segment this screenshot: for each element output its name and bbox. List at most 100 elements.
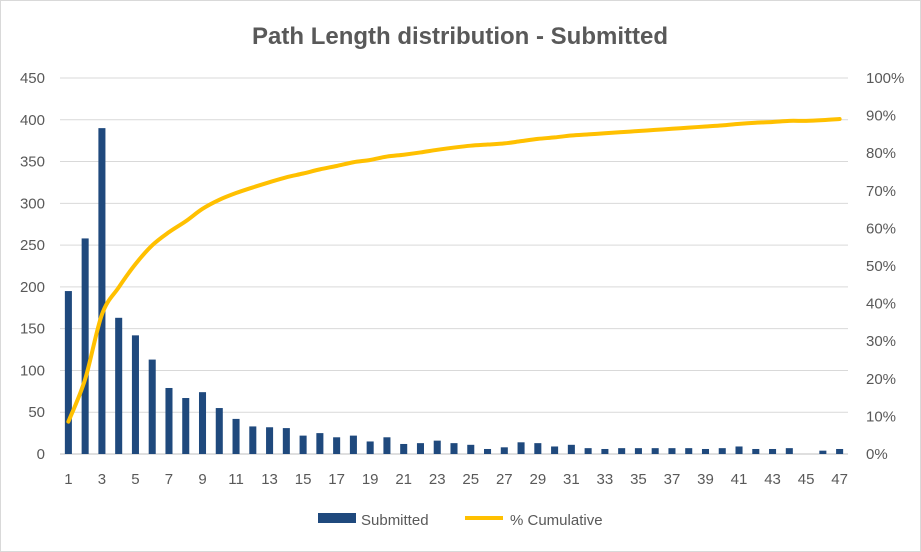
bar-42: [752, 448, 760, 454]
x-tick-label: 21: [395, 471, 412, 488]
y2-tick-label: 60%: [866, 220, 896, 237]
x-tick-label: 25: [462, 471, 479, 488]
bar-2: [81, 238, 89, 454]
bar-29: [534, 443, 542, 454]
y-tick-label: 250: [20, 237, 45, 254]
x-tick-label: 19: [362, 471, 379, 488]
x-tick-label: 37: [664, 471, 681, 488]
bar-30: [551, 446, 559, 454]
x-tick-label: 27: [496, 471, 513, 488]
bar-4: [115, 317, 123, 454]
x-tick-label: 7: [165, 471, 173, 488]
right-axis-ticks: 0% 10% 20% 30% 40% 50% 60% 70% 80% 90% 100%: [866, 70, 904, 463]
bar-10: [215, 408, 223, 454]
y2-tick-label: 10%: [866, 408, 896, 425]
bar-32: [584, 448, 592, 454]
x-tick-label: 23: [429, 471, 446, 488]
x-tick-label: 39: [697, 471, 714, 488]
bar-21: [400, 443, 408, 454]
cumulative-line: [66, 116, 842, 424]
legend: Submitted % Cumulative: [318, 512, 603, 529]
x-tick-label: 45: [798, 471, 815, 488]
x-tick-label: 11: [228, 471, 244, 488]
bar-47: [836, 448, 844, 454]
x-tick-label: 47: [831, 471, 848, 488]
left-axis-ticks: 0 50 100 150 200 250 300 350 400 450: [20, 70, 45, 463]
bar-25: [467, 444, 475, 454]
bar-13: [266, 427, 274, 454]
bar-43: [769, 448, 777, 454]
bar-37: [668, 448, 676, 454]
x-tick-label: 13: [261, 471, 278, 488]
bar-23: [433, 440, 441, 454]
bar-40: [718, 448, 726, 454]
y-tick-label: 50: [28, 404, 45, 421]
bar-9: [198, 392, 207, 454]
x-tick-label: 35: [630, 471, 647, 488]
x-tick-label: 9: [198, 471, 206, 488]
y2-tick-label: 80%: [866, 145, 896, 162]
bar-31: [567, 444, 575, 454]
x-tick-label: 43: [764, 471, 781, 488]
line-series-cumulative: [66, 116, 842, 424]
bar-7: [165, 387, 173, 454]
bar-22: [416, 443, 424, 454]
y-tick-label: 0: [37, 446, 45, 463]
bar-19: [366, 441, 374, 454]
chart-title: Path Length distribution - Submitted: [252, 23, 668, 50]
legend-label-cumulative: % Cumulative: [510, 512, 603, 529]
y2-tick-label: 0%: [866, 446, 888, 463]
bar-33: [601, 448, 609, 454]
bar-34: [618, 448, 626, 454]
bar-11: [232, 418, 240, 454]
bar-16: [316, 433, 324, 454]
x-tick-label: 3: [98, 471, 106, 488]
x-tick-label: 5: [131, 471, 139, 488]
y-tick-label: 300: [20, 195, 45, 212]
y-tick-label: 450: [20, 70, 45, 87]
bar-14: [282, 428, 290, 454]
bar-41: [735, 446, 743, 454]
y2-tick-label: 20%: [866, 371, 896, 388]
legend-label-submitted: Submitted: [361, 512, 429, 529]
bar-27: [500, 447, 508, 454]
y2-tick-label: 40%: [866, 296, 896, 313]
x-tick-label: 31: [563, 471, 580, 488]
bar-24: [450, 443, 458, 454]
bar-36: [651, 448, 659, 454]
bar-35: [634, 448, 642, 454]
bar-series-submitted: [64, 128, 844, 454]
bar-39: [701, 448, 710, 454]
x-tick-label: 29: [529, 471, 546, 488]
bar-38: [685, 448, 693, 454]
y2-tick-label: 30%: [866, 333, 896, 350]
y-tick-label: 100: [20, 362, 45, 379]
x-tick-label: 15: [295, 471, 312, 488]
legend-swatch-submitted: [318, 513, 356, 523]
bar-46: [819, 450, 827, 454]
bar-8: [182, 398, 190, 454]
bar-44: [785, 448, 793, 454]
x-tick-label: 41: [731, 471, 748, 488]
y-tick-label: 350: [20, 154, 45, 171]
x-tick-label: 33: [597, 471, 614, 488]
y2-tick-label: 100%: [866, 70, 904, 87]
bar-18: [349, 435, 357, 454]
gridlines: [60, 77, 848, 455]
bar-6: [148, 359, 156, 454]
x-tick-label: 1: [64, 471, 72, 488]
bar-17: [333, 437, 341, 454]
bar-3: [98, 128, 106, 454]
bar-5: [131, 335, 139, 454]
y2-tick-label: 70%: [866, 183, 896, 200]
bar-1: [64, 291, 72, 454]
bar-12: [249, 426, 257, 454]
bar-28: [517, 442, 525, 454]
x-axis-ticks: 1 3 5 7 9 11 13 15 17 19 21 23 25 27 29 31 33 35 37 39 41 43 4…: [64, 471, 848, 488]
bar-20: [383, 437, 391, 454]
y-tick-label: 200: [20, 279, 45, 296]
bar-15: [299, 435, 307, 454]
x-tick-label: 17: [328, 471, 345, 488]
